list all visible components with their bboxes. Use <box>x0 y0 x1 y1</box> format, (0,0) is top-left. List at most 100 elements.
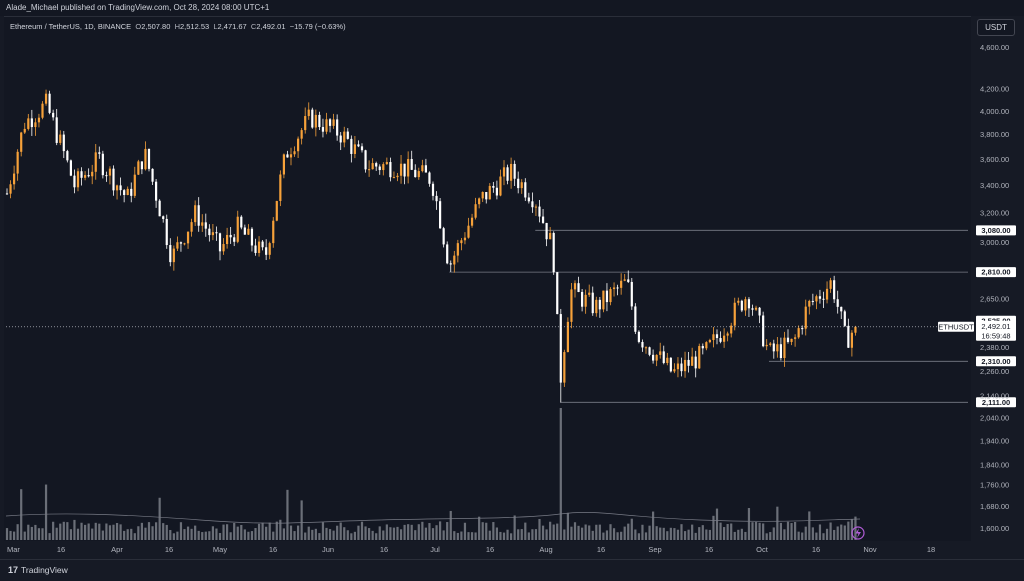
candle-body <box>80 171 83 178</box>
volume-bar <box>481 522 484 540</box>
volume-bar <box>687 529 690 540</box>
candle-body <box>115 185 119 191</box>
open-value: 2,507.80 <box>141 22 171 31</box>
candle-body <box>541 216 545 223</box>
candle-body <box>584 294 587 307</box>
candle-body <box>662 351 665 363</box>
volume-bar <box>52 521 55 540</box>
date-tick-label: Aug <box>539 545 552 554</box>
candle-body <box>144 148 147 170</box>
candle-body <box>169 245 172 263</box>
volume-bar <box>566 512 569 540</box>
volume-bar <box>442 530 445 540</box>
volume-bar <box>485 522 488 540</box>
chart-pane[interactable] <box>4 16 971 541</box>
candle-body <box>9 184 12 194</box>
high-label: H <box>174 22 180 31</box>
candle-body <box>723 335 726 342</box>
volume-bar <box>421 521 424 540</box>
volume-bar <box>808 511 811 540</box>
volume-bar <box>815 532 818 540</box>
price-tick-label: 2,260.00 <box>980 367 1009 376</box>
volume-bar <box>538 519 541 540</box>
candle-body <box>683 359 687 372</box>
volume-bar <box>488 530 491 540</box>
price-tick-label: 4,200.00 <box>980 85 1009 94</box>
ohlc-legend: Ethereum / TetherUS, 1D, BINANCE O2,507.… <box>10 22 346 31</box>
candle-body <box>481 191 484 199</box>
volume-bar <box>833 529 836 540</box>
volume-bar <box>346 530 349 540</box>
volume-bar <box>169 529 172 540</box>
volume-bar <box>201 532 204 540</box>
price-chart[interactable]: 3,080.002,810.002,525.002,310.002,111.00… <box>0 0 1024 559</box>
currency-button[interactable]: USDT <box>977 19 1015 36</box>
volume-bar <box>758 522 761 540</box>
volume-bar <box>300 500 303 540</box>
candle-body <box>818 296 822 299</box>
candle-body <box>573 283 577 290</box>
price-axis[interactable]: 4,600.00 4,200.00 4,000.00 3,800.00 3,600.00… <box>980 43 1009 533</box>
volume-bar <box>602 532 605 540</box>
volume-bar <box>499 531 502 540</box>
candle-body <box>396 175 399 178</box>
volume-bar <box>353 531 356 540</box>
candle-body <box>59 134 62 143</box>
volume-bar <box>112 524 115 540</box>
volume-bar <box>737 529 740 540</box>
volume-bar <box>396 526 399 540</box>
candle-body <box>275 201 278 221</box>
candle-body <box>30 118 33 128</box>
volume-bar <box>407 524 410 540</box>
candle-body <box>336 119 339 136</box>
time-axis[interactable]: Mar 16 Apr 16 May 16 Jun 16 Jul 16 Aug 16 Sep 16 Oct 16… <box>7 545 935 554</box>
candle-body <box>478 198 481 205</box>
price-tick-label: 1,840.00 <box>980 460 1009 469</box>
candle-body <box>747 299 751 309</box>
volume-bar <box>659 527 662 540</box>
volume-bar <box>226 524 229 540</box>
brand[interactable]: 17 TradingView <box>8 565 68 575</box>
date-tick-label: 16 <box>705 545 713 554</box>
candle-body <box>261 241 264 248</box>
price-tick-label: 4,000.00 <box>980 107 1009 116</box>
candle-body <box>833 280 836 300</box>
candle-body <box>368 169 371 171</box>
volume-bar <box>133 533 136 540</box>
level-label-box <box>976 225 1016 236</box>
candle-body <box>13 173 16 185</box>
brand-name: TradingView <box>21 565 68 575</box>
volume-bar <box>37 528 41 540</box>
candle-body <box>808 300 811 307</box>
candle-body <box>566 321 569 353</box>
volume-bar <box>375 533 378 540</box>
candle-body <box>357 144 360 147</box>
volume-bar <box>698 527 701 540</box>
volume-bar <box>719 522 722 540</box>
candle-body <box>101 153 104 176</box>
volume-bar <box>517 529 520 540</box>
volume-bar <box>20 489 23 540</box>
candle-body <box>652 354 655 361</box>
candle-body <box>495 187 498 196</box>
candle-body <box>55 117 58 143</box>
candle-body <box>176 242 179 249</box>
candle-body <box>801 328 804 330</box>
candle-body <box>698 346 701 369</box>
lightning-icon[interactable] <box>851 526 865 540</box>
volume-bar <box>222 524 225 540</box>
volume-bar <box>268 522 271 540</box>
volume-bar <box>449 510 452 540</box>
candle-body <box>76 171 80 188</box>
candle-body <box>659 351 662 355</box>
volume-bar <box>524 522 527 540</box>
candle-body <box>779 344 782 359</box>
publisher-text: Alade_Michael published on TradingView.c… <box>6 3 270 12</box>
candle-body <box>680 363 683 372</box>
candle-body <box>257 241 261 253</box>
high-value: 2,512.53 <box>179 22 210 31</box>
date-tick-label: Oct <box>756 545 769 554</box>
candle-body <box>577 283 580 292</box>
candle-body <box>612 287 616 290</box>
volume-bar <box>176 531 179 540</box>
